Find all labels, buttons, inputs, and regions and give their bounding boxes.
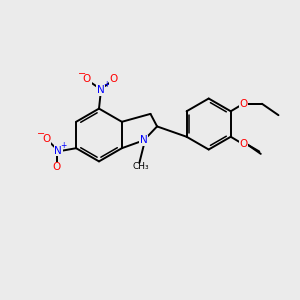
Text: N: N [54, 146, 62, 156]
Text: O: O [52, 162, 61, 172]
Text: O: O [110, 74, 118, 85]
Text: O: O [83, 74, 91, 85]
Text: CH₃: CH₃ [133, 162, 149, 171]
Text: N: N [140, 135, 148, 145]
Text: O: O [43, 134, 51, 144]
Text: N: N [97, 85, 104, 95]
Text: +: + [103, 80, 109, 89]
Text: O: O [239, 99, 248, 109]
Text: −: − [77, 69, 86, 79]
Text: O: O [239, 139, 248, 149]
Text: −: − [37, 129, 45, 139]
Text: +: + [60, 141, 67, 150]
